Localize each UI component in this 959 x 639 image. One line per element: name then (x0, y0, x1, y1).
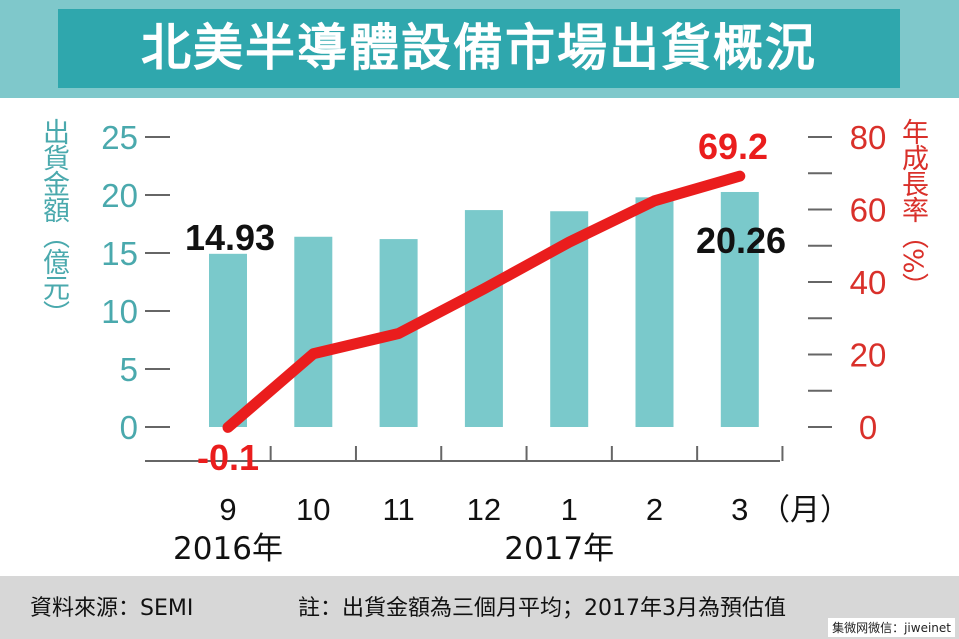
bar-value-label: 20.26 (696, 220, 786, 261)
left-tick-label: 15 (101, 235, 138, 272)
left-tick-label: 10 (101, 293, 138, 330)
line-value-label: 69.2 (698, 126, 768, 167)
right-tick-label: 20 (850, 337, 887, 374)
left-tick-label: 25 (101, 119, 138, 156)
year-label: 2017年 (504, 531, 614, 567)
left-tick-label: 0 (120, 409, 138, 446)
line-value-label: -0.1 (197, 437, 259, 478)
bar-series (209, 191, 759, 427)
source-text: 資料來源：SEMI (30, 596, 194, 621)
right-axis: 0 20 40 60 80 (808, 119, 886, 446)
bar (294, 236, 333, 427)
x-tick-label: 3 (731, 492, 748, 527)
bar-value-label: 14.93 (185, 217, 275, 258)
note-text: 註：出貨金額為三個月平均；2017年3月為預估值 (298, 596, 786, 621)
x-unit-label: （月） (760, 493, 850, 528)
left-tick-label: 20 (101, 177, 138, 214)
right-tick-label: 80 (850, 119, 887, 156)
line-series (222, 170, 746, 433)
x-tick-label: 2 (646, 492, 663, 527)
x-tick-label: 1 (561, 492, 578, 527)
x-axis: 9 10 11 12 1 2 3 （月）2016年 2017年 (173, 446, 850, 567)
right-tick-label: 40 (850, 264, 887, 301)
x-tick-label: 9 (219, 492, 236, 527)
right-axis-label: 年成長率（%） (897, 118, 928, 299)
bar (720, 191, 759, 427)
year-label: 2016年 (173, 531, 283, 567)
x-tick-label: 11 (383, 492, 415, 527)
bar (635, 197, 674, 427)
bar (209, 253, 247, 427)
right-tick-label: 60 (850, 192, 887, 229)
left-axis: 0 5 10 15 20 25 (101, 119, 170, 446)
data-labels: 14.93 20.26 -0.1 69.2 (185, 126, 786, 478)
chart-title: 北美半導體設備市場出貨概況 (58, 9, 900, 88)
growth-line (222, 170, 746, 433)
title-bar: 北美半導體設備市場出貨概況 (0, 0, 959, 98)
footer: 資料來源：SEMI 註：出貨金額為三個月平均；2017年3月為預估值 集微网微信… (0, 576, 959, 639)
x-tick-label: 12 (467, 492, 501, 527)
left-axis-label: 出貨金額（億元） (38, 118, 69, 326)
x-tick-label: 10 (296, 492, 330, 527)
watermark-text: 集微网微信：jiweinet (828, 618, 955, 637)
bar (464, 210, 503, 427)
right-tick-label: 0 (859, 409, 877, 446)
left-tick-label: 5 (120, 351, 138, 388)
